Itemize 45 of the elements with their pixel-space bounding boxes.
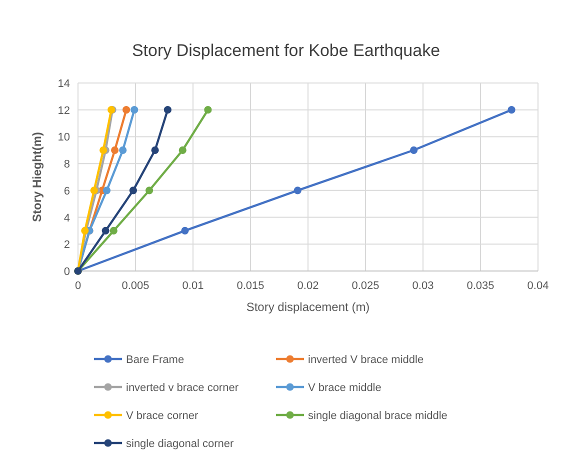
y-tick-label: 2 [64,239,70,252]
legend-label: V brace middle [308,382,382,394]
point [181,226,189,235]
y-axis-title: Story Hieght(m) [30,132,44,222]
x-tick-label: 0.02 [297,280,319,292]
y-tick-label: 0 [64,266,70,278]
x-tick-label: 0.025 [352,280,380,292]
y-tick-label: 6 [64,185,70,198]
point [110,226,118,235]
point [90,186,98,194]
x-tick-label: 0.005 [122,280,150,292]
y-tick-label: 10 [58,132,70,144]
legend-label: inverted V brace middle [308,354,424,366]
legend-label: Bare Frame [126,354,184,366]
point [129,186,137,194]
x-tick-label: 0.03 [412,280,434,292]
x-tick-label: 0.04 [527,280,549,292]
chart-title: Story Displacement for Kobe Earthquake [132,41,440,60]
point [102,226,110,235]
x-tick-label: 0.01 [182,280,204,292]
y-tick-label: 12 [58,104,70,117]
y-tick-label: 14 [58,78,70,90]
point [111,146,119,154]
point [508,106,516,114]
point [204,106,212,114]
point [119,146,127,154]
legend-label: single diagonal brace middle [308,410,448,422]
point [102,186,111,194]
legend-label: V brace corner [126,410,198,422]
x-tick-label: 0.015 [236,280,264,292]
point [164,106,172,114]
point [146,186,154,194]
x-tick-label: 0.035 [466,280,494,292]
x-tick-label: 0 [74,280,82,292]
y-tick-label: 4 [64,212,70,224]
point [410,146,418,154]
legend-label: inverted v brace corner [126,382,239,394]
point [122,106,130,114]
y-tick-label: 8 [64,158,70,171]
x-axis-title: Story displacement (m) [246,300,370,314]
point [130,106,138,114]
legend-label: single diagonal corner [126,438,234,450]
point [151,146,159,154]
point [178,146,186,154]
point [294,186,302,194]
